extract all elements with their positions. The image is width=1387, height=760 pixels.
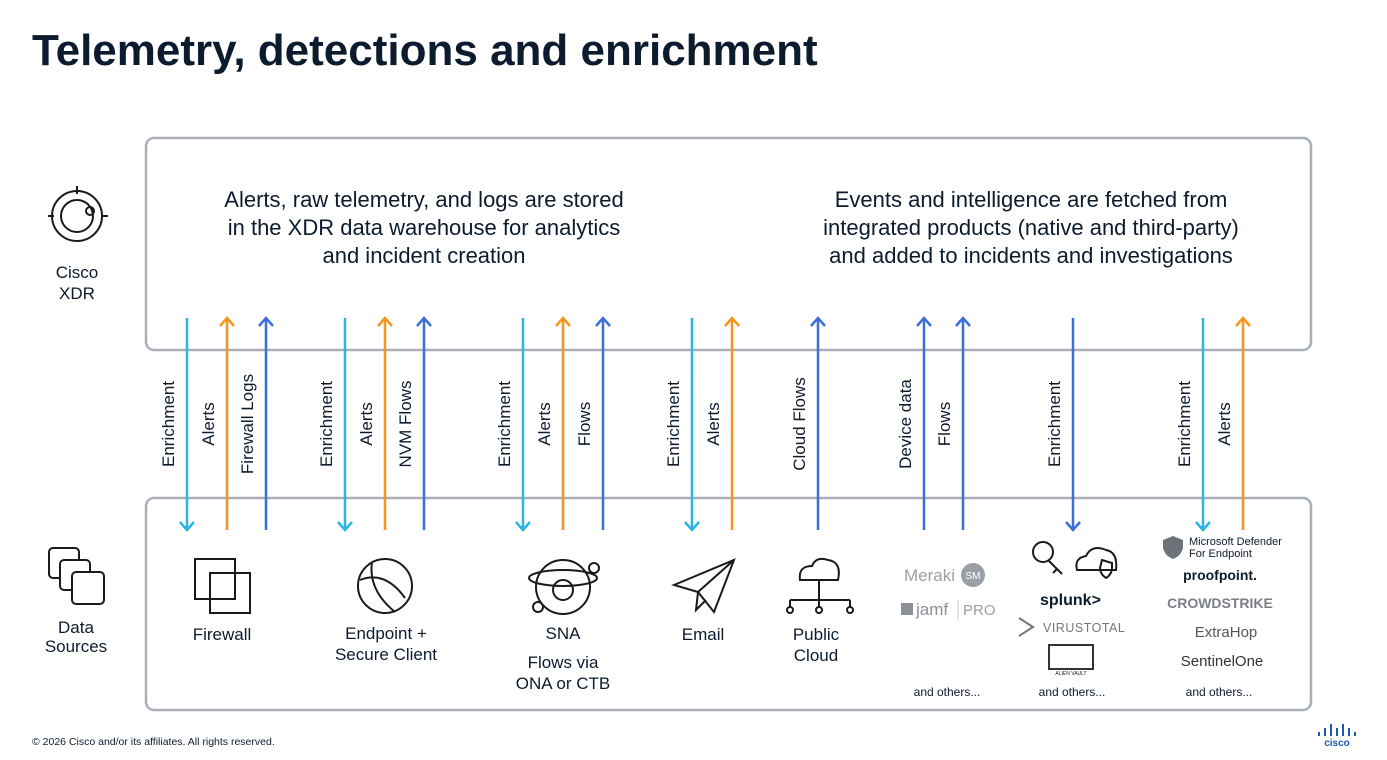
sna-icon	[528, 559, 600, 615]
cisco-bars	[1318, 724, 1356, 736]
firewall-label: Firewall	[193, 625, 252, 644]
sentinelone-logo: SentinelOne	[1181, 653, 1264, 670]
arrow-label: Enrichment	[1045, 381, 1064, 467]
meraki-logo: Meraki	[904, 566, 955, 585]
arrow-head	[179, 521, 195, 532]
jamf-pro: PRO	[963, 602, 996, 619]
alienvault-mark	[1048, 644, 1094, 670]
group3-others: and others...	[1186, 685, 1253, 699]
email-icon	[671, 558, 736, 614]
arrow-label: Enrichment	[159, 381, 178, 467]
jamf-mark	[901, 603, 913, 615]
arrows: Enrichment Alerts Firewall Logs Enrichment A…	[159, 316, 1251, 532]
arrow-head	[1235, 316, 1251, 327]
arrow-label: Alerts	[704, 402, 723, 445]
arrow-label: Enrichment	[317, 381, 336, 467]
right-text: Events and intelligence are fetched from…	[823, 187, 1239, 268]
arrow-label: Alerts	[535, 402, 554, 445]
meraki-badge	[961, 563, 985, 587]
firewall-icon	[194, 558, 251, 614]
sources-icon	[48, 547, 105, 605]
arrow-label: NVM Flows	[396, 381, 415, 468]
arrow-head	[219, 316, 235, 327]
arrow-label: Enrichment	[1175, 381, 1194, 467]
defender-logo: Microsoft Defender For Endpoint	[1189, 536, 1282, 560]
arrow-label: Enrichment	[495, 381, 514, 467]
defender-mark	[1163, 536, 1183, 559]
arrow-label: Firewall Logs	[238, 374, 257, 474]
splunk-logo: splunk>	[1040, 592, 1101, 609]
cloud-icon	[786, 557, 854, 614]
title: Telemetry, detections and enrichment	[32, 26, 818, 75]
xdr-box	[144, 136, 1313, 352]
arrow-head	[955, 316, 971, 327]
sources-box	[144, 496, 1313, 712]
email-label: Email	[682, 625, 725, 644]
sna-note: Flows via ONA or CTB	[516, 653, 610, 693]
arrow-head	[258, 316, 274, 327]
arrow-label: Cloud Flows	[790, 377, 809, 471]
arrow-head	[377, 316, 393, 327]
group2-others: and others...	[1039, 685, 1106, 699]
arrow-label: Enrichment	[664, 381, 683, 467]
arrow-head	[1195, 521, 1211, 532]
arrow-label: Alerts	[199, 402, 218, 445]
arrow-label: Alerts	[1215, 402, 1234, 445]
vt-mark	[1018, 617, 1035, 637]
crowdstrike-logo: CROWDSTRIKE	[1167, 595, 1273, 611]
arrow-head	[515, 521, 531, 532]
arrow-head	[555, 316, 571, 327]
arrow-head	[1065, 521, 1081, 532]
xdr-icon	[48, 186, 108, 242]
xdr-label: Cisco XDR	[56, 263, 99, 303]
arrow-label: Flows	[575, 402, 594, 446]
arrow-head	[416, 316, 432, 327]
proofpoint-logo: proofpoint.	[1183, 567, 1257, 583]
key-cloud-icon	[1032, 541, 1118, 580]
arrow-head	[684, 521, 700, 532]
meraki-badge-text: SM	[966, 571, 981, 582]
virustotal-logo: VIRUSTOTAL	[1043, 621, 1125, 635]
sources-label: Data Sources	[45, 618, 107, 656]
arrow-head	[724, 316, 740, 327]
alienvault-logo: ALIEN VAULT	[1055, 671, 1086, 677]
left-text: Alerts, raw telemetry, and logs are stor…	[224, 187, 623, 268]
endpoint-label: Endpoint + Secure Client	[335, 624, 437, 664]
cloud-label: Public Cloud	[793, 625, 840, 665]
arrow-head	[916, 316, 932, 327]
group1-others: and others...	[914, 685, 981, 699]
arrow-head	[337, 521, 353, 532]
arrow-label: Flows	[935, 402, 954, 446]
sna-label: SNA	[546, 624, 582, 643]
arrow-label: Device data	[896, 379, 915, 469]
arrow-head	[810, 316, 826, 327]
cisco-logo: cisco	[1324, 738, 1350, 749]
extrahop-logo: ExtraHop	[1195, 624, 1258, 641]
jamf-logo: jamf	[915, 600, 948, 619]
arrow-label: Alerts	[357, 402, 376, 445]
endpoint-icon	[357, 558, 413, 614]
arrow-head	[595, 316, 611, 327]
copyright: © 2026 Cisco and/or its affiliates. All …	[32, 736, 275, 748]
